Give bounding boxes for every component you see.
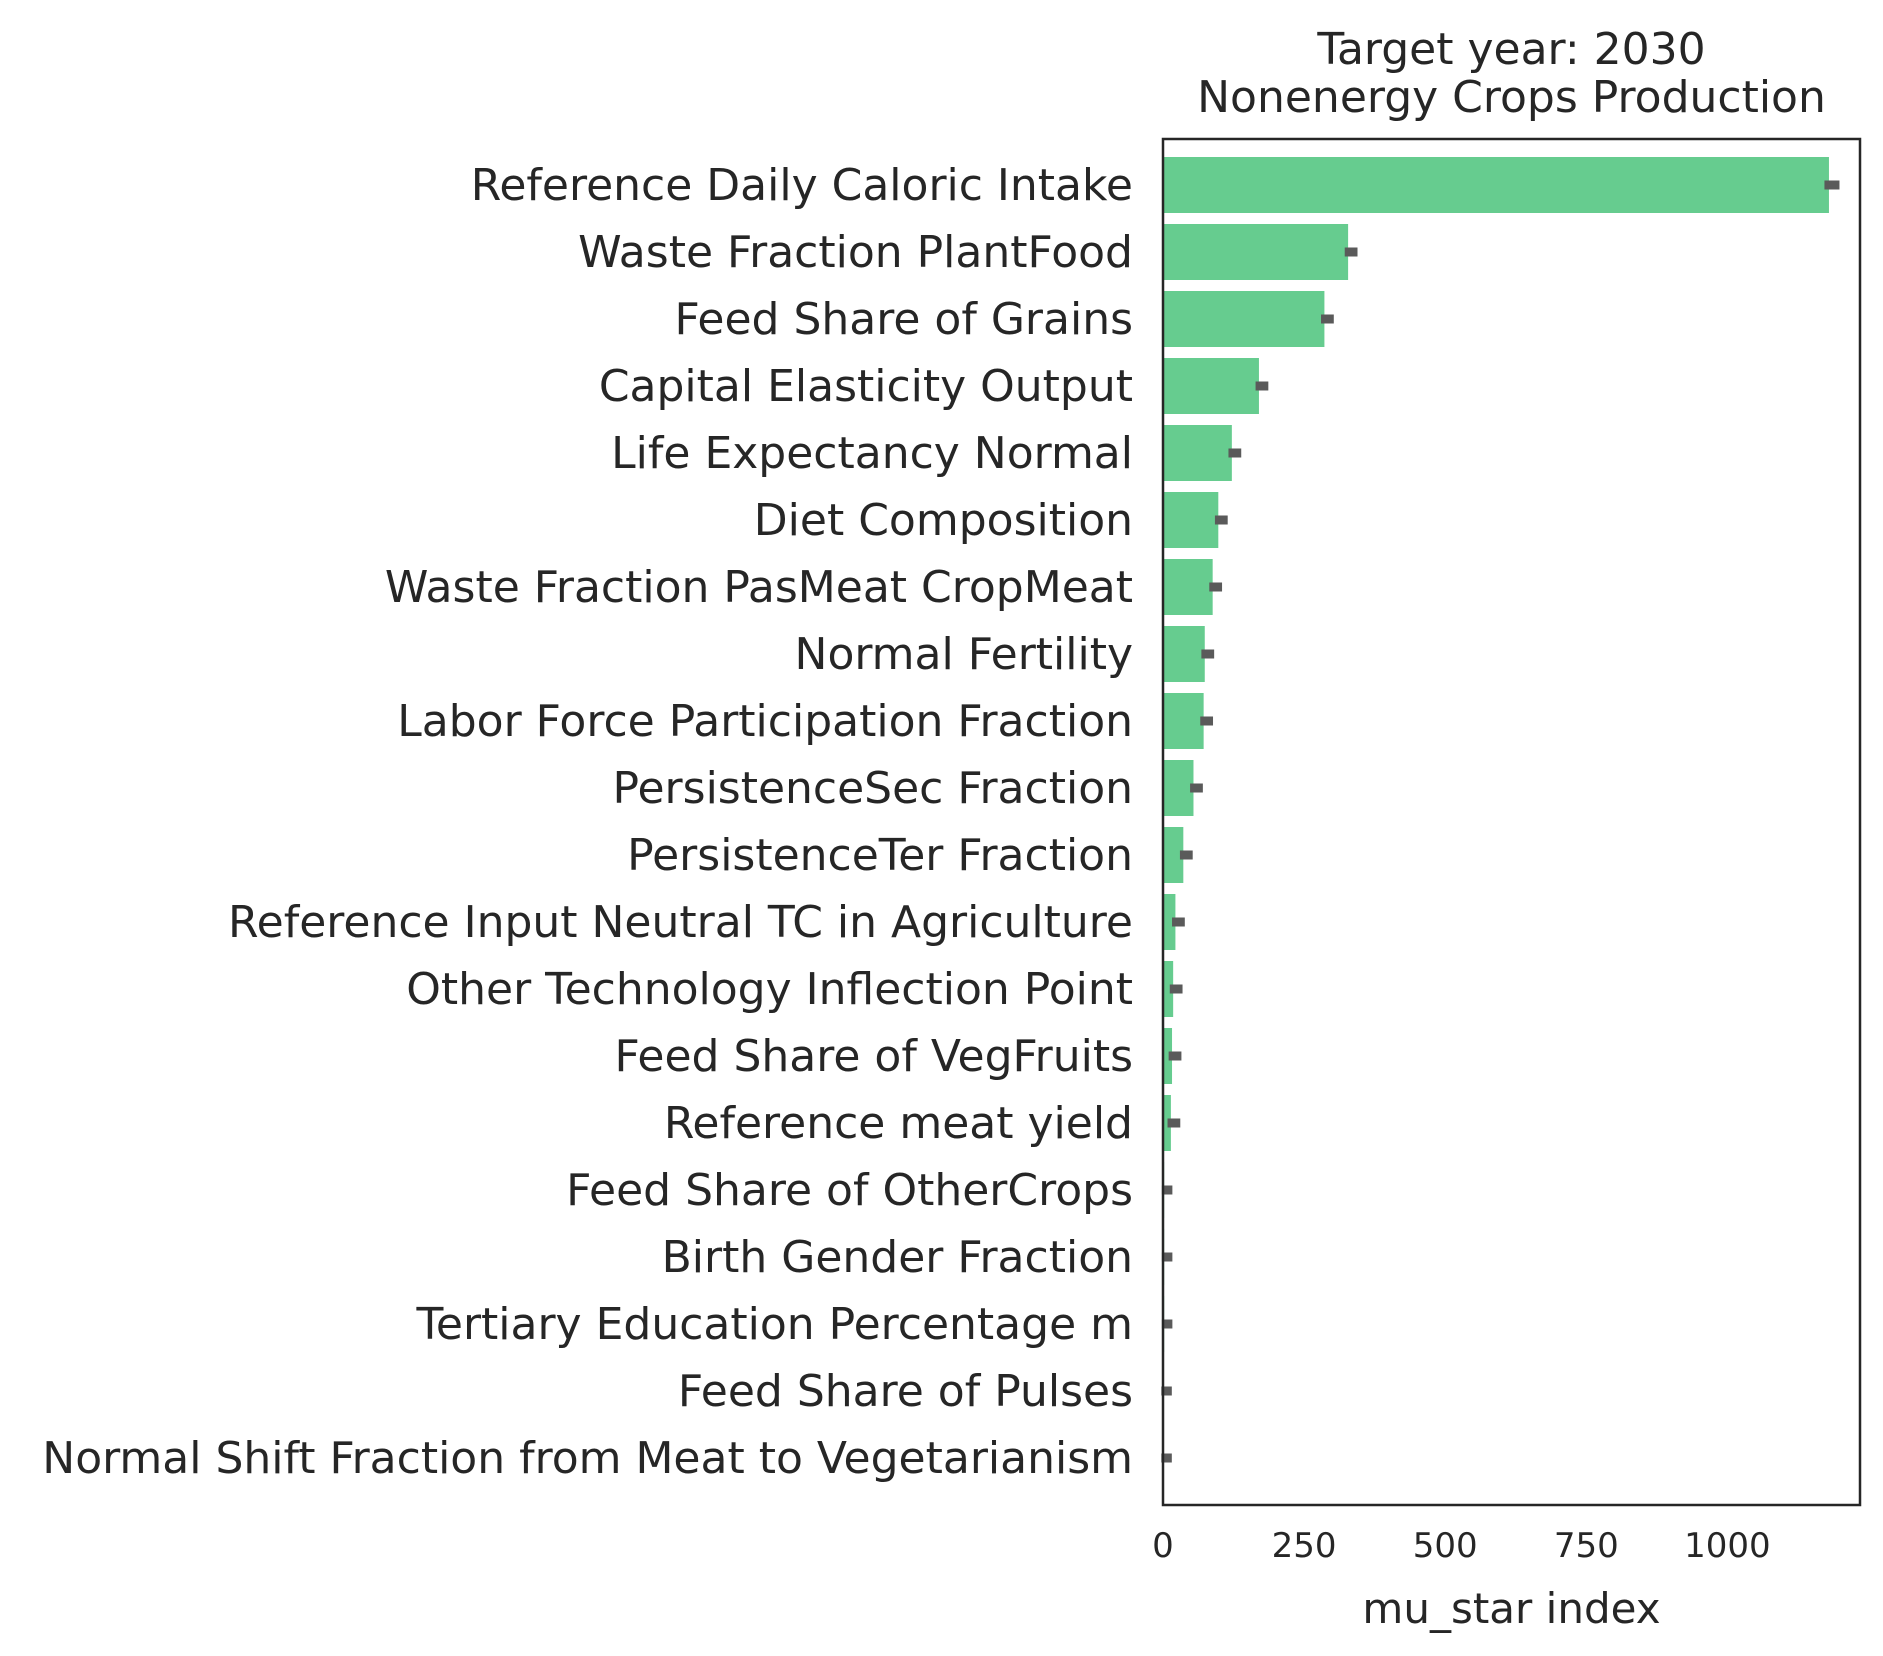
chart-title-line-2: Nonenergy Crops Production (1197, 72, 1826, 123)
x-axis-ticks: 0 250 500 750 1000 (1152, 1526, 1770, 1566)
bar-13 (1163, 961, 1174, 1017)
x-tick-label-4: 750 (1554, 1526, 1619, 1566)
bar-5 (1163, 425, 1232, 481)
category-label-6: Diet Composition (754, 495, 1133, 546)
x-axis-label: mu_star index (1362, 1584, 1660, 1633)
category-label-4: Capital Elasticity Output (599, 361, 1133, 412)
category-label-19: Feed Share of Pulses (678, 1366, 1133, 1417)
category-label-20: Normal Shift Fraction from Meat to Veget… (42, 1433, 1133, 1484)
x-tick-label-5: 1000 (1684, 1526, 1771, 1566)
bar-12 (1163, 894, 1176, 950)
category-label-8: Normal Fertility (795, 629, 1133, 680)
bar-10 (1163, 760, 1194, 816)
category-label-2: Waste Fraction PlantFood (578, 227, 1133, 278)
bar-6 (1163, 492, 1219, 548)
bar-15 (1163, 1095, 1171, 1151)
category-label-16: Feed Share of OtherCrops (566, 1165, 1133, 1216)
category-labels: Reference Daily Caloric Intake Waste Frac… (42, 160, 1133, 1484)
bar-11 (1163, 827, 1184, 883)
category-label-10: PersistenceSec Fraction (613, 763, 1133, 814)
category-label-17: Birth Gender Fraction (662, 1232, 1133, 1283)
bar-14 (1163, 1028, 1173, 1084)
bar-7 (1163, 559, 1213, 615)
category-label-1: Reference Daily Caloric Intake (471, 160, 1133, 211)
category-label-13: Other Technology Inflection Point (406, 964, 1133, 1015)
category-label-12: Reference Input Neutral TC in Agricultur… (228, 897, 1133, 948)
bar-9 (1163, 693, 1204, 749)
category-label-5: Life Expectancy Normal (611, 428, 1133, 479)
plot-frame (1161, 137, 1862, 1507)
bar-8 (1163, 626, 1205, 682)
category-label-3: Feed Share of Grains (675, 294, 1134, 345)
category-label-14: Feed Share of VegFruits (615, 1031, 1133, 1082)
chart-title-line-1: Target year: 2030 (1316, 24, 1705, 75)
category-label-7: Waste Fraction PasMeat CropMeat (385, 562, 1133, 613)
bar-1 (1163, 157, 1829, 213)
x-tick-label-2: 250 (1272, 1526, 1337, 1566)
bars (1163, 157, 1829, 1486)
bar-3 (1163, 291, 1325, 347)
x-tick-label-1: 0 (1152, 1526, 1174, 1566)
error-bars (1161, 180, 1840, 1463)
category-label-9: Labor Force Participation Fraction (397, 696, 1133, 747)
bar-4 (1163, 358, 1259, 414)
category-label-11: PersistenceTer Fraction (627, 830, 1133, 881)
category-label-15: Reference meat yield (664, 1098, 1133, 1149)
bar-2 (1163, 224, 1349, 280)
x-tick-label-3: 500 (1413, 1526, 1478, 1566)
category-label-18: Tertiary Education Percentage m (415, 1299, 1133, 1350)
